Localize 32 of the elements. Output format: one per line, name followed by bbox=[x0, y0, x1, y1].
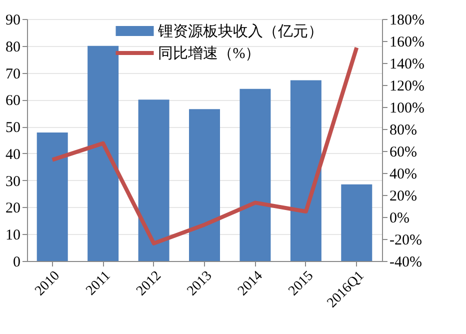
y-tick-label: 70 bbox=[6, 66, 20, 82]
y2-tick-label: 120% bbox=[390, 78, 424, 94]
y2-tick-label: 160% bbox=[390, 34, 424, 50]
y-tick-label: 60 bbox=[6, 93, 20, 110]
bar bbox=[240, 88, 271, 261]
y2-tick-label: 40% bbox=[390, 166, 417, 182]
y2-tick-label: 60% bbox=[390, 144, 417, 160]
y2-tick-label: 20% bbox=[390, 188, 417, 204]
bar bbox=[36, 132, 68, 261]
y-tick-label: 0 bbox=[13, 254, 20, 270]
y-tick-label: 30 bbox=[6, 174, 20, 190]
bar bbox=[88, 46, 119, 261]
bar bbox=[341, 184, 372, 261]
y-tick-label: 90 bbox=[6, 12, 20, 28]
y-tick-label: 80 bbox=[6, 39, 20, 56]
y-tick-label: 40 bbox=[6, 146, 20, 163]
y-tick-label: 50 bbox=[6, 120, 20, 136]
bar bbox=[138, 100, 170, 261]
y2-tick-label: 100% bbox=[390, 100, 424, 116]
y2-tick-label: -20% bbox=[390, 232, 422, 248]
line-series bbox=[50, 46, 359, 246]
y2-tick-label: 80% bbox=[390, 122, 417, 138]
bar bbox=[290, 80, 322, 261]
y-tick-label: 10 bbox=[6, 228, 20, 244]
y2-tick-label: 140% bbox=[390, 56, 424, 72]
y2-tick-label: -40% bbox=[390, 254, 422, 270]
y-tick-label: 20 bbox=[6, 200, 20, 217]
y2-tick-label: 180% bbox=[390, 12, 424, 28]
y2-tick-label: 0% bbox=[390, 210, 410, 226]
bar bbox=[189, 109, 220, 261]
legend-label: 锂资源板块收入（亿元） bbox=[156, 23, 323, 40]
legend-label: 同比增速（%） bbox=[158, 45, 260, 62]
